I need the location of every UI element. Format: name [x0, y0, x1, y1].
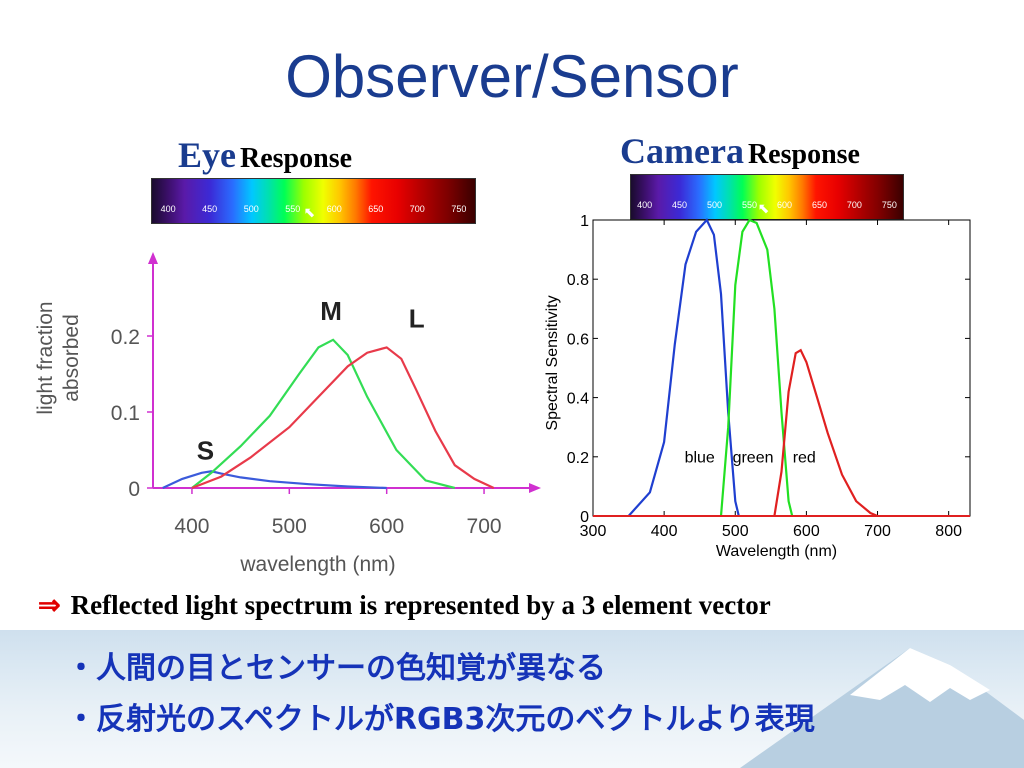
y-tick-label: 0.2	[567, 450, 589, 467]
x-tick-label: 500	[722, 523, 749, 540]
camera-response-label: Camera Response	[620, 130, 860, 172]
vector-statement-text: Reflected light spectrum is represented …	[70, 590, 771, 620]
y-tick-label: 0.4	[567, 391, 589, 408]
y-tick-label: 0	[580, 509, 589, 526]
y-axis-label-line1: light fraction	[34, 301, 57, 414]
x-tick-label: 500	[272, 515, 307, 538]
y-tick-label: 0	[128, 478, 140, 501]
spectrum-tick-label: 400	[637, 200, 653, 210]
slide-title: Observer/Sensor	[285, 43, 739, 110]
series-label-L: L	[409, 303, 425, 333]
x-tick-label: 600	[369, 515, 404, 538]
spectrum-tick-label: 500	[243, 204, 259, 214]
spectrum-tick-label: 600	[776, 200, 792, 210]
jp-bullet-2: ・反射光のスペクトルがRGB3次元のベクトルより表現	[66, 702, 815, 737]
spectrum-tick-label: 450	[202, 204, 218, 214]
spectrum-tick-label: 500	[707, 200, 723, 210]
x-tick-label: 400	[651, 523, 678, 540]
spectrum-tick-label: 600	[326, 204, 342, 214]
spectrum-tick-label: 750	[881, 200, 897, 210]
x-tick-label: 700	[864, 523, 891, 540]
vector-statement: ⇒ Reflected light spectrum is represented…	[38, 590, 771, 621]
eye-response-label: Eye Response	[178, 134, 352, 176]
jp-bullet-1: ・人間の目とセンサーの色知覚が異なる	[66, 651, 606, 686]
series-line-M	[191, 338, 456, 490]
x-tick-label: 700	[467, 515, 502, 538]
eye-label-main: Eye	[178, 135, 236, 175]
eye-spectrum-bar: 400 450 500 550 600 650 700 750 ⬉	[151, 178, 476, 224]
x-tick-label: 600	[793, 523, 820, 540]
spectrum-tick-label: 700	[409, 204, 425, 214]
eye-label-rest: Response	[240, 143, 353, 174]
camera-response-chart: 300 400 500 600 700 800 0 0.2 0.4 0.6 0.8 1 Waveleng…	[544, 213, 971, 560]
camera-spectrum-bar: 400 450 500 550 600 650 700 750 ⬉	[630, 174, 904, 220]
spectrum-tick-label: 650	[368, 204, 384, 214]
cursor-icon: ⬉	[303, 204, 316, 220]
y-axis-arrow-icon	[148, 252, 158, 264]
series-line-L	[191, 346, 495, 490]
spectrum-tick-label: 750	[451, 204, 467, 214]
camera-label-main: Camera	[620, 131, 744, 171]
series-line-S	[162, 470, 387, 490]
mountain-decoration-icon	[740, 648, 1024, 768]
spectrum-tick-label: 650	[811, 200, 827, 210]
eye-response-chart: 400 500 600 700 0 0.1 0.2 wavelength (nm) light …	[34, 252, 541, 576]
y-tick-label: 0.8	[567, 272, 589, 289]
x-tick-label: 300	[580, 523, 607, 540]
spectrum-tick-label: 700	[846, 200, 862, 210]
spectrum-tick-label: 550	[285, 204, 301, 214]
x-tick-label: 800	[935, 523, 962, 540]
y-tick-label: 0.6	[567, 331, 589, 348]
y-axis-label: Spectral Sensitivity	[544, 295, 561, 430]
implies-arrow-icon: ⇒	[38, 590, 61, 620]
y-tick-label: 1	[580, 213, 589, 230]
x-tick-label: 400	[174, 515, 209, 538]
y-tick-label: 0.2	[111, 326, 140, 349]
x-axis-label: Wavelength (nm)	[716, 543, 837, 560]
series-label-M: M	[320, 296, 342, 326]
series-label-red: red	[793, 450, 816, 467]
x-axis-arrow-icon	[529, 483, 541, 493]
series-label-S: S	[197, 435, 214, 465]
x-axis-label: wavelength (nm)	[239, 553, 395, 576]
series-label-green: green	[733, 450, 774, 467]
cursor-icon: ⬉	[757, 200, 770, 216]
series-line-red	[773, 348, 878, 518]
series-label-blue: blue	[685, 450, 715, 467]
spectrum-tick-label: 400	[160, 204, 176, 214]
camera-label-rest: Response	[747, 139, 860, 170]
series-line-blue	[627, 218, 740, 517]
y-tick-label: 0.1	[111, 402, 140, 425]
y-axis-label-line2: absorbed	[60, 314, 83, 402]
spectrum-tick-label: 550	[741, 200, 758, 210]
spectrum-tick-label: 450	[672, 200, 688, 210]
